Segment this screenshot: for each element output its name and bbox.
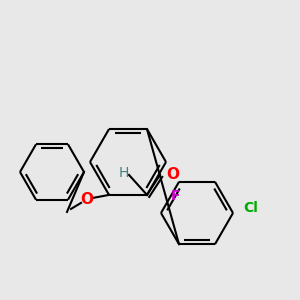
Text: F: F bbox=[171, 189, 181, 203]
Text: O: O bbox=[167, 167, 179, 182]
Text: O: O bbox=[80, 192, 94, 207]
Text: Cl: Cl bbox=[244, 201, 258, 215]
Text: H: H bbox=[119, 166, 129, 180]
